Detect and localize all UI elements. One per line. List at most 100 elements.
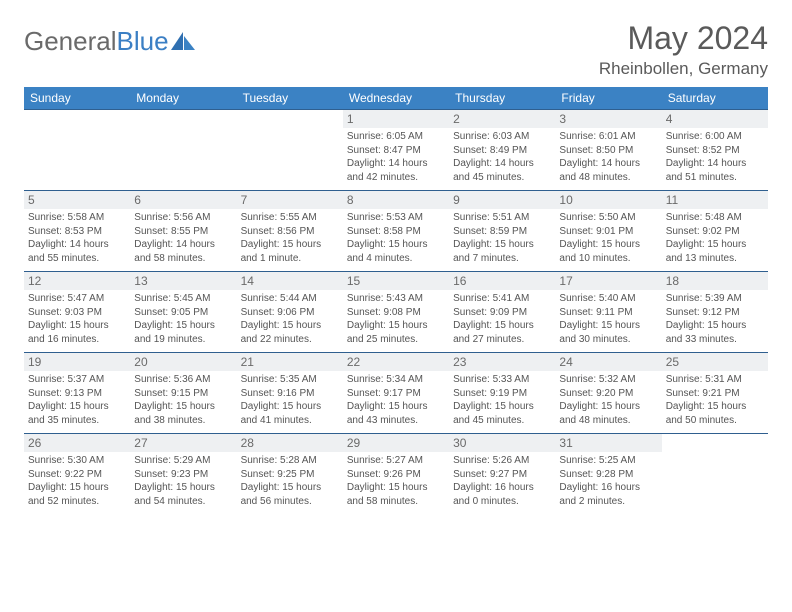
sunrise-line: Sunrise: 5:51 AM [453,211,551,225]
calendar-cell: 15Sunrise: 5:43 AMSunset: 9:08 PMDayligh… [343,272,449,353]
calendar-cell: 7Sunrise: 5:55 AMSunset: 8:56 PMDaylight… [237,191,343,272]
sunset-line: Sunset: 9:09 PM [453,306,551,320]
day-info: Sunrise: 5:25 AMSunset: 9:28 PMDaylight:… [559,454,657,508]
sunset-line: Sunset: 9:21 PM [666,387,764,401]
sunset-line: Sunset: 9:11 PM [559,306,657,320]
calendar-cell: 9Sunrise: 5:51 AMSunset: 8:59 PMDaylight… [449,191,555,272]
sunset-line: Sunset: 9:12 PM [666,306,764,320]
day-info: Sunrise: 5:50 AMSunset: 9:01 PMDaylight:… [559,211,657,265]
calendar-week: 26Sunrise: 5:30 AMSunset: 9:22 PMDayligh… [24,434,768,515]
calendar-week: 19Sunrise: 5:37 AMSunset: 9:13 PMDayligh… [24,353,768,434]
sunset-line: Sunset: 9:13 PM [28,387,126,401]
day-info: Sunrise: 5:26 AMSunset: 9:27 PMDaylight:… [453,454,551,508]
brand-part1: General [24,26,117,57]
day-info: Sunrise: 5:33 AMSunset: 9:19 PMDaylight:… [453,373,551,427]
day-number: 9 [449,191,555,209]
calendar-week: 5 Sunrise: 5:58 AMSunset: 8:53 PMDaylight… [24,191,768,272]
day-number: 22 [343,353,449,371]
daylight-line: Daylight: 15 hours and 33 minutes. [666,319,764,346]
sunrise-line: Sunrise: 6:00 AM [666,130,764,144]
day-number: 5 [24,191,130,209]
calendar-cell: 8Sunrise: 5:53 AMSunset: 8:58 PMDaylight… [343,191,449,272]
calendar-cell: 22 Sunrise: 5:34 AMSunset: 9:17 PMDayligh… [343,353,449,434]
sunrise-line: Sunrise: 5:43 AM [347,292,445,306]
sunrise-line: Sunrise: 5:45 AM [134,292,232,306]
calendar-cell: 17Sunrise: 5:40 AMSunset: 9:11 PMDayligh… [555,272,661,353]
title-block: May 2024 Rheinbollen, Germany [599,20,768,79]
sunset-line: Sunset: 9:19 PM [453,387,551,401]
calendar-cell: 23 Sunrise: 5:33 AMSunset: 9:19 PMDayligh… [449,353,555,434]
day-header: Monday [130,87,236,110]
calendar-cell: 1Sunrise: 6:05 AMSunset: 8:47 PMDaylight… [343,110,449,191]
calendar-cell: 25Sunrise: 5:31 AMSunset: 9:21 PMDayligh… [662,353,768,434]
sunrise-line: Sunrise: 6:03 AM [453,130,551,144]
day-number: 31 [555,434,661,452]
sunrise-line: Sunrise: 5:26 AM [453,454,551,468]
day-info: Sunrise: 5:36 AMSunset: 9:15 PMDaylight:… [134,373,232,427]
day-number: 7 [237,191,343,209]
sunrise-line: Sunrise: 5:48 AM [666,211,764,225]
sunset-line: Sunset: 9:06 PM [241,306,339,320]
daylight-line: Daylight: 15 hours and 7 minutes. [453,238,551,265]
sunrise-line: Sunrise: 5:27 AM [347,454,445,468]
daylight-line: Daylight: 15 hours and 19 minutes. [134,319,232,346]
daylight-line: Daylight: 15 hours and 27 minutes. [453,319,551,346]
day-number: 6 [130,191,236,209]
daylight-line: Daylight: 15 hours and 38 minutes. [134,400,232,427]
day-number: 18 [662,272,768,290]
calendar-week: 12Sunrise: 5:47 AMSunset: 9:03 PMDayligh… [24,272,768,353]
day-number: 10 [555,191,661,209]
sunset-line: Sunset: 9:22 PM [28,468,126,482]
calendar-cell: 27Sunrise: 5:29 AMSunset: 9:23 PMDayligh… [130,434,236,515]
calendar-cell: 16Sunrise: 5:41 AMSunset: 9:09 PMDayligh… [449,272,555,353]
sunset-line: Sunset: 9:02 PM [666,225,764,239]
calendar-cell: 12Sunrise: 5:47 AMSunset: 9:03 PMDayligh… [24,272,130,353]
daylight-line: Daylight: 15 hours and 50 minutes. [666,400,764,427]
sunrise-line: Sunrise: 5:37 AM [28,373,126,387]
day-number: 4 [662,110,768,128]
daylight-line: Daylight: 15 hours and 52 minutes. [28,481,126,508]
day-info: Sunrise: 6:00 AMSunset: 8:52 PMDaylight:… [666,130,764,184]
daylight-line: Daylight: 14 hours and 58 minutes. [134,238,232,265]
day-header: Saturday [662,87,768,110]
sunrise-line: Sunrise: 5:39 AM [666,292,764,306]
day-number: 14 [237,272,343,290]
sunrise-line: Sunrise: 5:33 AM [453,373,551,387]
sunset-line: Sunset: 8:49 PM [453,144,551,158]
calendar-cell: 21Sunrise: 5:35 AMSunset: 9:16 PMDayligh… [237,353,343,434]
daylight-line: Daylight: 15 hours and 16 minutes. [28,319,126,346]
sunset-line: Sunset: 9:05 PM [134,306,232,320]
sunrise-line: Sunrise: 5:35 AM [241,373,339,387]
sunrise-line: Sunrise: 5:56 AM [134,211,232,225]
day-number: 29 [343,434,449,452]
day-number: 11 [662,191,768,209]
brand-logo: GeneralBlue [24,26,197,57]
calendar-cell: 6 Sunrise: 5:56 AMSunset: 8:55 PMDaylight… [130,191,236,272]
day-info: Sunrise: 5:34 AMSunset: 9:17 PMDaylight:… [347,373,445,427]
sunrise-line: Sunrise: 6:05 AM [347,130,445,144]
day-info: Sunrise: 5:29 AMSunset: 9:23 PMDaylight:… [134,454,232,508]
day-info: Sunrise: 5:58 AMSunset: 8:53 PMDaylight:… [28,211,126,265]
day-info: Sunrise: 5:35 AMSunset: 9:16 PMDaylight:… [241,373,339,427]
sunrise-line: Sunrise: 5:44 AM [241,292,339,306]
day-info: Sunrise: 5:31 AMSunset: 9:21 PMDaylight:… [666,373,764,427]
daylight-line: Daylight: 16 hours and 0 minutes. [453,481,551,508]
calendar-week: 1Sunrise: 6:05 AMSunset: 8:47 PMDaylight… [24,110,768,191]
day-number: 28 [237,434,343,452]
daylight-line: Daylight: 15 hours and 54 minutes. [134,481,232,508]
sunrise-line: Sunrise: 5:32 AM [559,373,657,387]
daylight-line: Daylight: 14 hours and 48 minutes. [559,157,657,184]
day-header: Thursday [449,87,555,110]
daylight-line: Daylight: 15 hours and 58 minutes. [347,481,445,508]
sunset-line: Sunset: 9:27 PM [453,468,551,482]
sail-icon [171,32,197,52]
calendar-body: 1Sunrise: 6:05 AMSunset: 8:47 PMDaylight… [24,110,768,515]
day-info: Sunrise: 5:56 AMSunset: 8:55 PMDaylight:… [134,211,232,265]
day-number: 23 [449,353,555,371]
sunset-line: Sunset: 9:17 PM [347,387,445,401]
day-number: 30 [449,434,555,452]
daylight-line: Daylight: 14 hours and 51 minutes. [666,157,764,184]
sunrise-line: Sunrise: 5:41 AM [453,292,551,306]
daylight-line: Daylight: 16 hours and 2 minutes. [559,481,657,508]
sunrise-line: Sunrise: 5:36 AM [134,373,232,387]
